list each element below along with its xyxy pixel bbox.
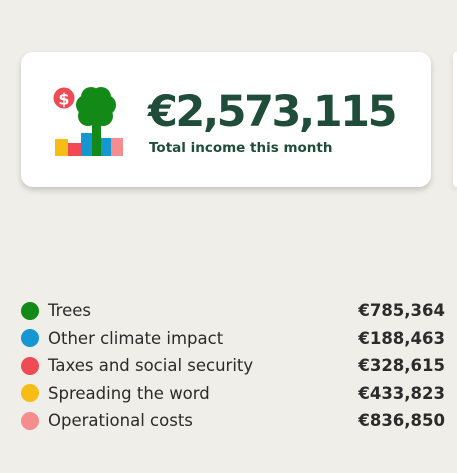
legend-value: €785,364 [358,301,445,321]
legend-value: €328,615 [358,356,445,376]
income-summary-card: $ €2,573,115 Total income this month [21,52,431,187]
total-income-label: Total income this month [149,140,333,156]
spreading-the-word-color-dot [21,384,39,403]
legend-label: Operational costs [48,411,193,431]
legend-item-spreading-the-word: Spreading the word €433,823 [21,380,445,408]
other-climate-impact-color-dot [21,329,39,348]
trees-color-dot [21,301,39,320]
legend-label: Other climate impact [48,328,224,348]
taxes-color-dot [21,356,39,375]
operational-costs-color-dot [21,411,39,430]
legend-label: Spreading the word [48,383,210,403]
income-breakdown-legend: Trees €785,364 Other climate impact €188… [21,297,445,435]
legend-label: Taxes and social security [48,356,254,376]
legend-value: €433,823 [358,383,445,403]
legend-item-operational-costs: Operational costs €836,850 [21,407,445,435]
next-card-edge [453,52,457,187]
svg-text:$: $ [58,90,69,109]
legend-value: €188,463 [358,328,445,348]
legend-label: Trees [48,301,91,321]
legend-item-taxes: Taxes and social security €328,615 [21,352,445,380]
legend-value: €836,850 [358,411,445,431]
tree-money-chart-icon: $ [53,87,123,156]
legend-item-trees: Trees €785,364 [21,297,445,325]
total-income-amount: €2,573,115 [148,87,398,137]
legend-item-other-climate-impact: Other climate impact €188,463 [21,325,445,353]
